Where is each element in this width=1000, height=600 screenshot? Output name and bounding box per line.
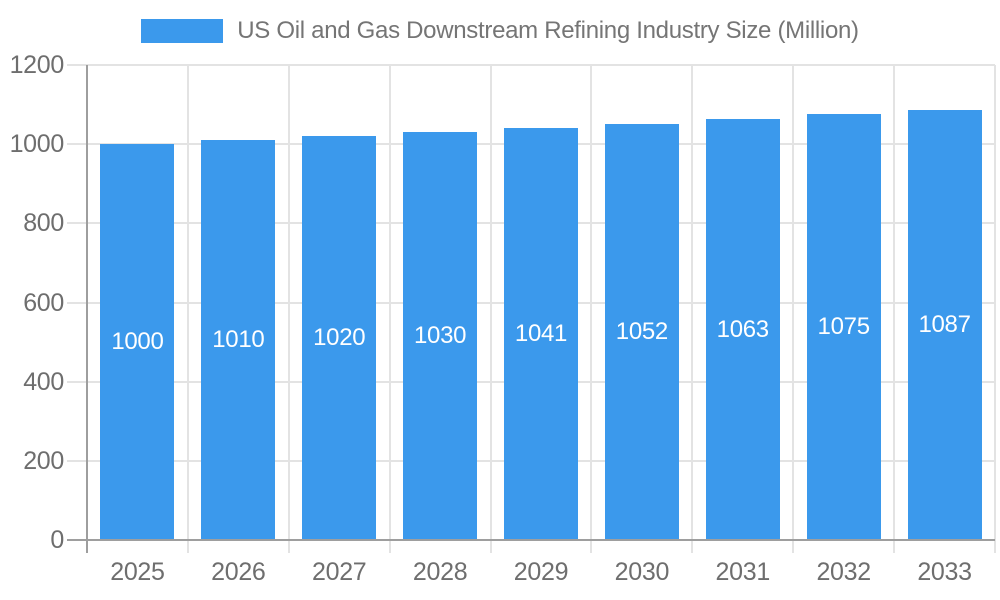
y-tick-label: 200 xyxy=(23,446,64,475)
y-tick-label: 600 xyxy=(23,288,64,317)
x-gridline xyxy=(691,65,694,553)
x-gridline xyxy=(590,65,593,553)
bar-value-label: 1020 xyxy=(313,324,366,352)
x-gridline xyxy=(186,65,189,553)
x-gridline xyxy=(388,65,391,553)
y-axis-line xyxy=(86,65,88,553)
bar-value-label: 1010 xyxy=(212,326,265,354)
x-tick-label: 2032 xyxy=(816,558,871,586)
x-gridline xyxy=(893,65,896,553)
x-tick-label: 2031 xyxy=(715,558,771,586)
x-gridline xyxy=(994,65,996,553)
y-tick-label: 800 xyxy=(23,209,64,238)
x-tick-label: 2030 xyxy=(614,558,670,586)
legend-swatch xyxy=(141,19,224,43)
x-tick-label: 2025 xyxy=(110,558,165,586)
x-tick-label: 2027 xyxy=(312,558,367,586)
x-tick-label: 2028 xyxy=(412,558,468,586)
bar-value-label: 1030 xyxy=(414,322,467,350)
y-axis-labels: 0 200 400 600 800 1000 1200 xyxy=(0,52,65,553)
bar-2031: 1063 xyxy=(705,119,780,540)
legend-series-label: US Oil and Gas Downstream Refining Indus… xyxy=(237,17,859,44)
x-gridline xyxy=(287,65,290,553)
bar-2026: 1010 xyxy=(201,140,276,540)
x-tick-label: 2029 xyxy=(513,558,569,586)
x-axis-baseline xyxy=(67,539,995,541)
y-tick-label: 1000 xyxy=(9,130,65,159)
x-gridline xyxy=(792,65,795,553)
y-tick-label: 400 xyxy=(23,367,64,396)
plot-area: 1000 1010 1020 1030 1041 1052 1063 1075 1087 xyxy=(67,64,996,553)
bar-2030: 1052 xyxy=(604,123,679,540)
y-tick-label: 1200 xyxy=(9,51,65,79)
bar-2033: 1087 xyxy=(907,109,982,540)
bar-2029: 1041 xyxy=(504,127,578,540)
x-axis-labels: 2025 2026 2027 2028 2029 2030 2031 2032 2033 xyxy=(87,540,995,585)
chart-legend: US Oil and Gas Downstream Refining Indus… xyxy=(0,17,1000,45)
bar-2025: 1000 xyxy=(100,144,175,540)
bar-2028: 1030 xyxy=(403,132,478,540)
y-gridline xyxy=(67,64,995,66)
bar-value-label: 1087 xyxy=(918,310,971,338)
bar-2032: 1075 xyxy=(806,114,881,540)
bar-value-label: 1041 xyxy=(514,319,568,347)
bar-value-label: 1000 xyxy=(111,328,164,356)
y-tick-label: 0 xyxy=(50,526,64,554)
bar-value-label: 1063 xyxy=(716,315,770,343)
bar-2027: 1020 xyxy=(302,136,377,540)
x-tick-label: 2026 xyxy=(211,558,266,586)
x-gridline xyxy=(489,65,492,553)
bar-value-label: 1075 xyxy=(817,313,871,341)
bar-value-label: 1052 xyxy=(615,317,669,345)
x-tick-label: 2033 xyxy=(917,558,972,586)
